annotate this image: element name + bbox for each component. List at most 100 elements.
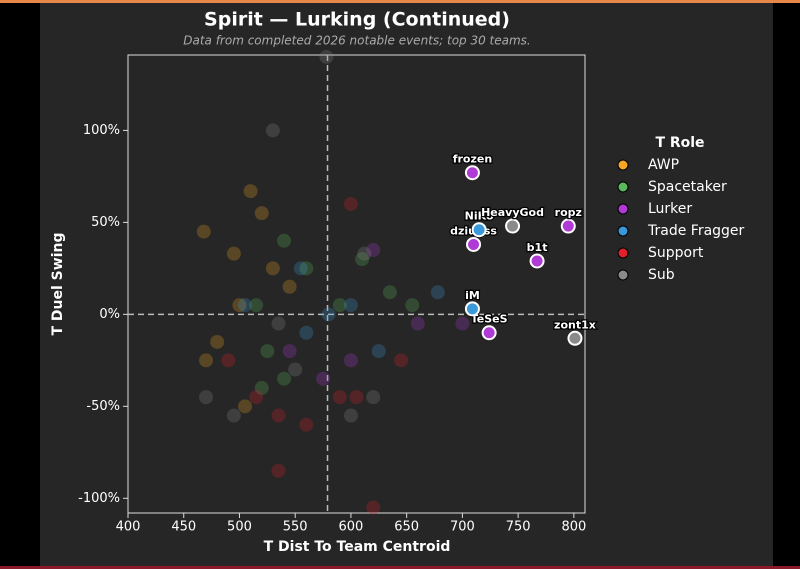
highlighted-point <box>481 325 497 341</box>
point <box>321 307 336 322</box>
point <box>343 408 358 423</box>
legend-label: Lurker <box>648 201 692 217</box>
legend-marker <box>617 181 629 193</box>
highlighted-point <box>464 301 480 317</box>
point <box>277 371 292 386</box>
point-label: frozen <box>453 153 492 166</box>
highlighted-point <box>466 236 482 252</box>
point <box>410 316 425 331</box>
point <box>357 246 372 261</box>
highlighted-point <box>471 222 487 238</box>
point <box>316 371 331 386</box>
legend-marker <box>617 225 629 237</box>
point <box>349 390 364 405</box>
point <box>277 233 292 248</box>
x-tick-label: 700 <box>450 520 475 535</box>
side-bar <box>773 3 800 566</box>
x-tick-label: 800 <box>561 520 586 535</box>
point <box>271 408 286 423</box>
point <box>343 353 358 368</box>
point <box>254 380 269 395</box>
point-label: NiKo <box>465 210 494 223</box>
point-label: ropz <box>555 206 582 219</box>
chart-title: Spirit — Lurking (Continued) <box>204 9 510 31</box>
point <box>221 353 236 368</box>
point <box>332 298 347 313</box>
point <box>238 298 253 313</box>
point <box>366 242 381 257</box>
highlighted-point <box>560 218 576 234</box>
plot-area <box>127 54 586 514</box>
y-tick-label: -50% <box>86 399 120 414</box>
legend-label: AWP <box>648 157 679 173</box>
legend-label: Sub <box>648 267 675 283</box>
chart: Spirit — Lurking (Continued) Data from c… <box>0 3 800 566</box>
y-axis-label: T Duel Swing <box>50 233 66 336</box>
point <box>232 298 247 313</box>
point <box>243 184 258 199</box>
point <box>196 224 211 239</box>
point <box>282 344 297 359</box>
point <box>249 390 264 405</box>
point <box>319 49 334 64</box>
point <box>430 285 445 300</box>
point <box>299 417 314 432</box>
point <box>238 399 253 414</box>
x-tick-label: 600 <box>339 520 364 535</box>
highlighted-point <box>505 218 521 234</box>
x-tick-label: 650 <box>394 520 419 535</box>
point <box>226 408 241 423</box>
point <box>260 344 275 359</box>
y-tick-label: 50% <box>91 215 120 230</box>
point <box>265 261 280 276</box>
x-axis-label: T Dist To Team Centroid <box>264 539 451 555</box>
x-tick-label: 550 <box>283 520 308 535</box>
y-tick-label: 100% <box>83 123 120 138</box>
point <box>299 261 314 276</box>
point-label: HeavyGod <box>481 206 544 219</box>
legend-title: T Role <box>655 135 704 151</box>
point <box>226 246 241 261</box>
point <box>199 390 214 405</box>
point-label: TeSeS <box>471 313 508 326</box>
point <box>282 279 297 294</box>
point <box>299 325 314 340</box>
point <box>366 390 381 405</box>
x-tick-label: 450 <box>171 520 196 535</box>
point <box>382 285 397 300</box>
highlighted-point <box>464 165 480 181</box>
point <box>293 261 308 276</box>
legend-label: Trade Fragger <box>647 223 745 239</box>
y-tick-label: -100% <box>78 491 120 506</box>
chart-subtitle: Data from completed 2026 notable events;… <box>183 34 531 48</box>
point <box>332 390 347 405</box>
legend-marker <box>617 269 629 281</box>
point <box>405 298 420 313</box>
point <box>199 353 214 368</box>
point <box>288 362 303 377</box>
point <box>371 344 386 359</box>
point <box>343 196 358 211</box>
point <box>265 123 280 138</box>
point <box>271 316 286 331</box>
point <box>355 252 370 267</box>
x-tick-label: 400 <box>116 520 141 535</box>
point <box>366 500 381 515</box>
side-bar <box>0 3 40 566</box>
point <box>455 316 470 331</box>
y-tick-label: 0% <box>99 307 120 322</box>
point <box>254 206 269 221</box>
x-tick-label: 500 <box>227 520 252 535</box>
point <box>249 298 264 313</box>
point <box>210 334 225 349</box>
highlighted-point <box>529 253 545 269</box>
legend-label: Spacetaker <box>648 179 727 195</box>
x-tick-label: 750 <box>506 520 531 535</box>
legend-label: Support <box>648 245 704 261</box>
point <box>271 463 286 478</box>
point <box>394 353 409 368</box>
point-label: iM <box>465 289 480 302</box>
point-label: b1t <box>527 241 548 254</box>
legend-marker <box>617 203 629 215</box>
